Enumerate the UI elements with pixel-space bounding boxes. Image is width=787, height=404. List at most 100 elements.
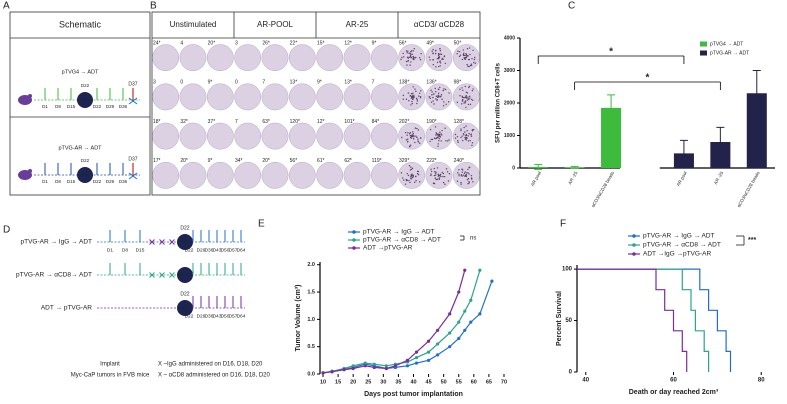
spot — [412, 50, 414, 52]
spot — [408, 100, 410, 102]
spot — [437, 92, 440, 94]
day-label: D36 — [205, 247, 214, 253]
spot-count: 12* — [317, 119, 325, 125]
line — [149, 272, 155, 278]
error-bar — [752, 70, 761, 117]
spot — [429, 97, 431, 100]
spot — [413, 95, 415, 97]
line — [149, 239, 155, 245]
legend-marker — [632, 234, 636, 238]
spot-count: 119* — [372, 158, 382, 164]
survival-curve — [577, 268, 732, 372]
spot — [435, 172, 437, 174]
spot — [446, 171, 449, 173]
y-axis-label: Percent Survival — [556, 291, 563, 346]
group-label: ADT → pTVG-AR — [41, 305, 92, 312]
spot — [410, 61, 412, 63]
x-tick-label: 80 — [758, 378, 765, 384]
spot — [431, 50, 433, 53]
day-label: D57 — [229, 247, 238, 253]
spot — [444, 88, 447, 91]
spot — [409, 55, 412, 58]
spot — [467, 135, 469, 137]
well — [261, 44, 289, 72]
spot — [419, 142, 421, 144]
adt-label: ADT — [181, 239, 190, 244]
spot — [440, 140, 442, 142]
spot — [438, 174, 441, 177]
spot-count: 7 — [262, 80, 265, 86]
y-tick-label: 2.0 — [307, 262, 315, 268]
bar — [746, 93, 767, 168]
spot — [462, 89, 464, 92]
spot — [412, 131, 414, 133]
spot — [459, 94, 461, 97]
spot-count: 98* — [454, 80, 462, 86]
spot — [439, 173, 442, 176]
error-bar — [716, 126, 725, 158]
spot — [435, 90, 437, 93]
point — [457, 320, 461, 324]
spot — [448, 139, 450, 141]
spot — [467, 97, 469, 100]
point — [414, 356, 419, 360]
spot — [469, 64, 472, 67]
spot — [408, 56, 410, 58]
spot — [408, 165, 411, 167]
day-label: D22 — [93, 104, 102, 109]
spot — [461, 103, 463, 105]
spot — [436, 167, 439, 169]
day-label: D15 — [67, 104, 76, 109]
point — [414, 350, 419, 354]
spot — [467, 65, 469, 67]
day-label: D64 — [237, 313, 246, 319]
spot — [401, 56, 403, 59]
panel-letter: D — [3, 225, 10, 236]
line — [169, 239, 175, 245]
point — [321, 371, 325, 375]
x-tick-label: AR pool — [530, 171, 542, 187]
spot — [410, 168, 413, 170]
spot — [433, 137, 436, 139]
spot — [461, 139, 464, 142]
day-label: D36 — [119, 179, 128, 184]
spot-count: 0 — [180, 80, 183, 86]
spot — [438, 134, 440, 137]
spot — [447, 140, 449, 142]
spot — [442, 172, 445, 175]
spot — [439, 62, 442, 64]
spot — [420, 53, 422, 55]
well — [316, 161, 344, 189]
series-line — [322, 270, 466, 374]
legend-entry: pTVG-AR → αCD8 → ADT — [643, 242, 721, 249]
y-tick-label: 0.5 — [307, 344, 315, 350]
point — [436, 328, 440, 332]
spot — [470, 135, 472, 137]
day-label: D29 — [106, 179, 115, 184]
spot — [416, 170, 419, 173]
spot — [465, 137, 467, 139]
spot — [409, 54, 412, 57]
spot — [443, 88, 445, 90]
spot-count: 56* — [399, 40, 407, 46]
condition-header: Unstimulated — [170, 20, 217, 29]
spot — [448, 173, 451, 175]
spot-count: 136* — [426, 80, 436, 86]
spot — [401, 177, 404, 179]
spot — [407, 92, 410, 94]
well — [206, 161, 234, 189]
x-tick-label: 65 — [486, 379, 492, 385]
well — [179, 44, 207, 72]
spot — [435, 178, 437, 181]
spot-count: 61* — [317, 158, 325, 164]
adt-dot — [177, 234, 193, 250]
spot — [430, 170, 433, 173]
well — [179, 161, 207, 189]
spot — [419, 96, 422, 99]
panel-letter: E — [258, 219, 265, 230]
spot — [438, 137, 440, 140]
spot — [459, 54, 462, 56]
point — [490, 279, 494, 283]
well — [343, 83, 371, 111]
spot — [457, 141, 459, 144]
